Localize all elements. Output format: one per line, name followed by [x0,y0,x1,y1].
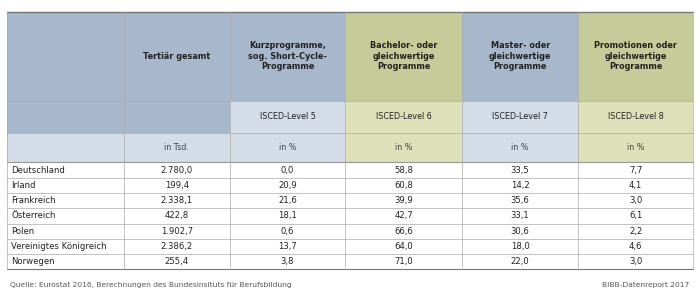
Text: 199,4: 199,4 [164,181,189,190]
Text: 66,6: 66,6 [394,227,413,236]
Text: in %: in % [627,143,645,152]
Text: Polen: Polen [11,227,34,236]
Text: in %: in % [395,143,412,152]
Text: 22,0: 22,0 [511,257,529,266]
Text: 2,2: 2,2 [629,227,643,236]
Text: 64,0: 64,0 [394,242,413,251]
Text: 1.902,7: 1.902,7 [161,227,192,236]
Text: in %: in % [512,143,529,152]
Text: 0,6: 0,6 [281,227,294,236]
Text: Quelle: Eurostat 2016, Berechnungen des Bundesinsituts für Berufsbildung: Quelle: Eurostat 2016, Berechnungen des … [10,282,292,288]
Text: 0,0: 0,0 [281,166,294,175]
Text: Irland: Irland [11,181,36,190]
Text: ISCED-Level 8: ISCED-Level 8 [608,112,664,121]
Text: Master- oder
gleichwertige
Programme: Master- oder gleichwertige Programme [489,41,552,71]
Text: 14,2: 14,2 [511,181,529,190]
Text: Norwegen: Norwegen [11,257,55,266]
Text: 4,6: 4,6 [629,242,643,251]
Text: 58,8: 58,8 [394,166,413,175]
Text: 35,6: 35,6 [511,196,529,205]
Text: 2.338,1: 2.338,1 [161,196,193,205]
Text: 3,0: 3,0 [629,196,643,205]
Text: Deutschland: Deutschland [11,166,65,175]
Text: 39,9: 39,9 [394,196,413,205]
Text: BIBB-Datenreport 2017: BIBB-Datenreport 2017 [602,282,690,288]
Text: Vereinigtes Königreich: Vereinigtes Königreich [11,242,106,251]
Text: Kurzprogramme,
sog. Short-Cycle-
Programme: Kurzprogramme, sog. Short-Cycle- Program… [248,41,327,71]
Text: 60,8: 60,8 [394,181,413,190]
Text: 21,6: 21,6 [278,196,297,205]
Text: 2.386,2: 2.386,2 [161,242,193,251]
Text: in %: in % [279,143,296,152]
Text: 18,0: 18,0 [511,242,530,251]
Text: 18,1: 18,1 [278,211,297,221]
Text: ISCED-Level 7: ISCED-Level 7 [492,112,548,121]
Text: 71,0: 71,0 [394,257,413,266]
Text: 422,8: 422,8 [164,211,189,221]
Text: Frankreich: Frankreich [11,196,56,205]
Text: 3,8: 3,8 [281,257,294,266]
Text: 6,1: 6,1 [629,211,643,221]
Text: 4,1: 4,1 [629,181,643,190]
Text: 33,1: 33,1 [511,211,529,221]
Text: 20,9: 20,9 [278,181,297,190]
Text: 7,7: 7,7 [629,166,643,175]
Text: 3,0: 3,0 [629,257,643,266]
Text: 13,7: 13,7 [278,242,297,251]
Text: ISCED-Level 5: ISCED-Level 5 [260,112,316,121]
Text: in Tsd.: in Tsd. [164,143,189,152]
Text: 33,5: 33,5 [511,166,529,175]
Text: Bachelor- oder
gleichwertige
Programme: Bachelor- oder gleichwertige Programme [370,41,438,71]
Text: Österreich: Österreich [11,211,55,221]
Text: ISCED-Level 6: ISCED-Level 6 [376,112,431,121]
Text: Tertiär gesamt: Tertiär gesamt [143,52,211,61]
Text: 2.780,0: 2.780,0 [161,166,193,175]
Text: 42,7: 42,7 [394,211,413,221]
Text: Promotionen oder
gleichwertige
Programme: Promotionen oder gleichwertige Programme [594,41,677,71]
Text: 30,6: 30,6 [511,227,529,236]
Text: 255,4: 255,4 [164,257,189,266]
